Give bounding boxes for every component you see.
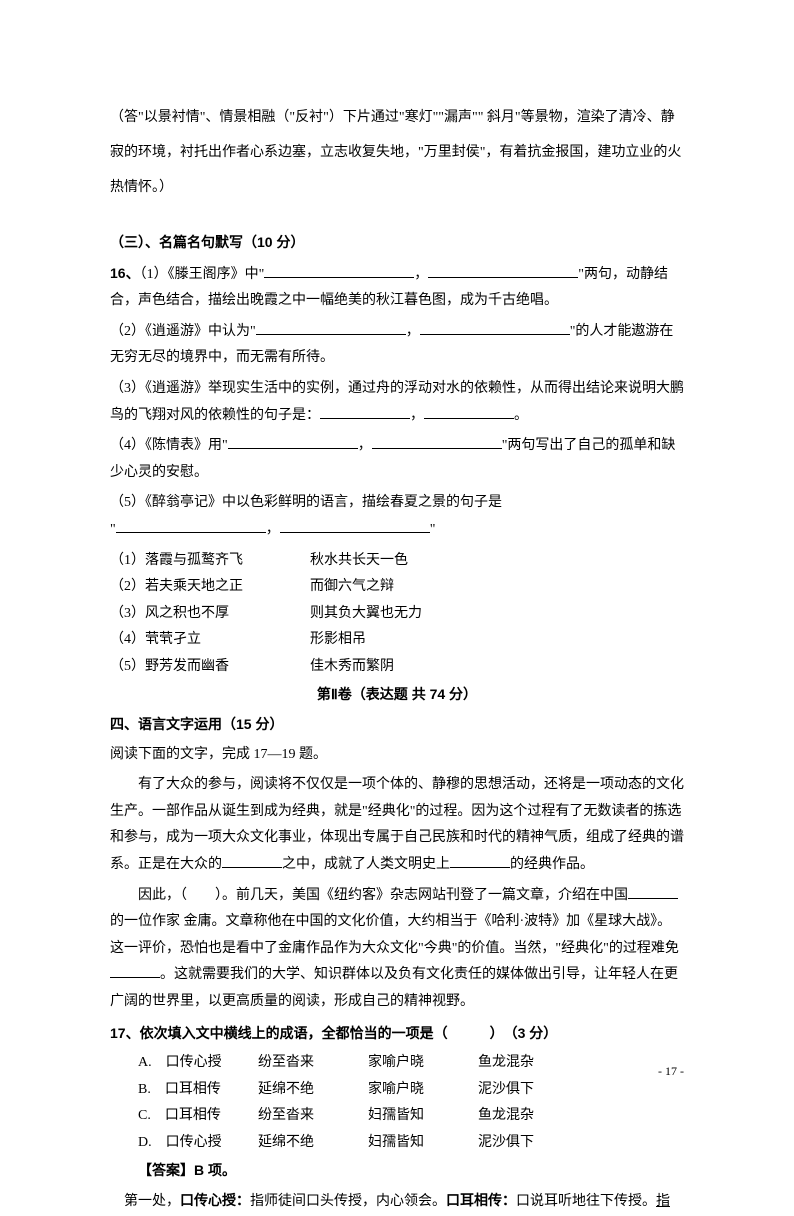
expl-c: 指师徒间口头传授，内心领会。 <box>250 1194 446 1209</box>
q16-3: （3）《逍遥游》举现实生活中的实例，通过舟的浮动对水的依赖性，从而得出结论来说明… <box>110 376 684 429</box>
optD-c3: 妇孺皆知 <box>368 1130 478 1157</box>
q16-2a: （2）《逍遥游》中认为" <box>110 324 256 339</box>
q16-4a: （4）《陈情表》用" <box>110 438 228 453</box>
ans2-right: 而御六气之辩 <box>310 574 684 601</box>
optB-c1: B. 口耳相传 <box>138 1077 258 1104</box>
optC-c4: 鱼龙混杂 <box>478 1103 578 1130</box>
section-3-title: （三）、名篇名句默写（10 分） <box>110 229 684 256</box>
expl-underline: 指 <box>656 1194 670 1209</box>
blank <box>424 403 514 419</box>
ans4-right: 形影相吊 <box>310 627 684 654</box>
option-c: C. 口耳相传 纷至沓来 妇孺皆知 鱼龙混杂 <box>110 1103 684 1130</box>
blank <box>116 517 266 533</box>
answer-17: 【答案】B 项。 <box>110 1157 684 1184</box>
p2b: 的一位作家 金庸。文章称他在中国的文化价值，大约相当于《哈利·波特》加《星球大战… <box>110 914 679 956</box>
expl-d: 口说耳听地往下传授。 <box>516 1194 656 1209</box>
optB-c4: 泥沙俱下 <box>478 1077 578 1104</box>
option-b: B. 口耳相传 延绵不绝 家喻户晓 泥沙俱下 <box>110 1077 684 1104</box>
ans5-right: 佳木秀而繁阴 <box>310 654 684 681</box>
passage-p2: 因此，（ ）。前几天，美国《纽约客》杂志网站刊登了一篇文章，介绍在中国的一位作家… <box>110 883 684 1016</box>
q16-5a: （5）《醉翁亭记》中以色彩鲜明的语言，描绘春夏之景的句子是 <box>110 495 502 510</box>
expl-a: 第一处， <box>124 1194 180 1209</box>
blank <box>320 403 410 419</box>
option-d: D. 口传心授 延绵不绝 妇孺皆知 泥沙俱下 <box>110 1130 684 1157</box>
ans1-right: 秋水共长天一色 <box>310 548 684 575</box>
optC-c1: C. 口耳相传 <box>138 1103 258 1130</box>
blank <box>280 517 430 533</box>
answer-row-2: （2）若夫乘天地之正 而御六气之辩 <box>110 574 684 601</box>
section-4-sub: 阅读下面的文字，完成 17—19 题。 <box>110 742 684 769</box>
p2c: 。这就需要我们的大学、知识群体以及负有文化责任的媒体做出引导，让年轻人在更广阔的… <box>110 967 678 1009</box>
ans1-left: （1）落霞与孤鹜齐飞 <box>110 548 310 575</box>
optA-c1: A. 口传心授 <box>138 1050 258 1077</box>
blank <box>256 319 406 335</box>
optA-c2: 纷至沓来 <box>258 1050 368 1077</box>
expl-b2: 口耳相传： <box>446 1192 516 1208</box>
blank <box>372 433 502 449</box>
optB-c3: 家喻户晓 <box>368 1077 478 1104</box>
optB-c2: 延绵不绝 <box>258 1077 368 1104</box>
ans4-left: （4）茕茕孑立 <box>110 627 310 654</box>
optD-c2: 延绵不绝 <box>258 1130 368 1157</box>
blank <box>110 962 160 978</box>
q17: 17、依次填入文中横线上的成语，全都恰当的一项是（ ） （3 分） <box>110 1020 684 1047</box>
p1c: 的经典作品。 <box>510 857 594 872</box>
q16-1a: （1）《滕王阁序》中" <box>140 267 265 282</box>
optA-c4: 鱼龙混杂 <box>478 1050 578 1077</box>
page-number: - 17 - <box>658 1060 684 1083</box>
ans2-left: （2）若夫乘天地之正 <box>110 574 310 601</box>
optC-c2: 纷至沓来 <box>258 1103 368 1130</box>
p2a: 因此，（ ）。前几天，美国《纽约客》杂志网站刊登了一篇文章，介绍在中国 <box>138 888 628 903</box>
part2-title: 第Ⅱ卷（表达题 共 74 分） <box>110 681 684 708</box>
p1b: 之中，成就了人类文明史上 <box>282 857 450 872</box>
answer-row-5: （5）野芳发而幽香 佳木秀而繁阴 <box>110 654 684 681</box>
blank <box>420 319 570 335</box>
top-answer-paragraph: （答"以景衬情"、情景相融（"反衬"）下片通过"寒灯""漏声"" 斜月"等景物，… <box>110 100 684 205</box>
option-a: A. 口传心授 纷至沓来 家喻户晓 鱼龙混杂 <box>110 1050 684 1077</box>
optA-c3: 家喻户晓 <box>368 1050 478 1077</box>
optD-c4: 泥沙俱下 <box>478 1130 578 1157</box>
optD-c1: D. 口传心授 <box>138 1130 258 1157</box>
blank <box>228 433 358 449</box>
explanation: 第一处，口传心授：指师徒间口头传授，内心领会。口耳相传：口说耳听地往下传授。指 <box>110 1187 684 1216</box>
optC-c3: 妇孺皆知 <box>368 1103 478 1130</box>
expl-b1: 口传心授： <box>180 1192 250 1208</box>
answer-row-3: （3）风之积也不厚 则其负大翼也无力 <box>110 601 684 628</box>
blank <box>450 852 510 868</box>
blank <box>222 852 282 868</box>
ans3-right: 则其负大翼也无力 <box>310 601 684 628</box>
q16-label: 16、 <box>110 265 140 281</box>
blank <box>264 262 414 278</box>
q16-1: 16、（1）《滕王阁序》中"，"两句，动静结合，声色结合，描绘出晚霞之中一幅绝美… <box>110 260 684 315</box>
blank <box>428 262 578 278</box>
q16-2: （2）《逍遥游》中认为"，"的人才能遨游在无穷无尽的境界中，而无需有所待。 <box>110 319 684 372</box>
ans3-left: （3）风之积也不厚 <box>110 601 310 628</box>
q16-5: （5）《醉翁亭记》中以色彩鲜明的语言，描绘春夏之景的句子是 "，" <box>110 490 684 543</box>
blank <box>628 883 678 899</box>
passage-p1: 有了大众的参与，阅读将不仅仅是一项个体的、静穆的思想活动，还将是一项动态的文化生… <box>110 772 684 878</box>
ans5-left: （5）野芳发而幽香 <box>110 654 310 681</box>
answer-row-4: （4）茕茕孑立 形影相吊 <box>110 627 684 654</box>
answer-row-1: （1）落霞与孤鹜齐飞 秋水共长天一色 <box>110 548 684 575</box>
section-4-title: 四、语言文字运用（15 分） <box>110 711 684 738</box>
q16-4: （4）《陈情表》用"，"两句写出了自己的孤单和缺少心灵的安慰。 <box>110 433 684 486</box>
